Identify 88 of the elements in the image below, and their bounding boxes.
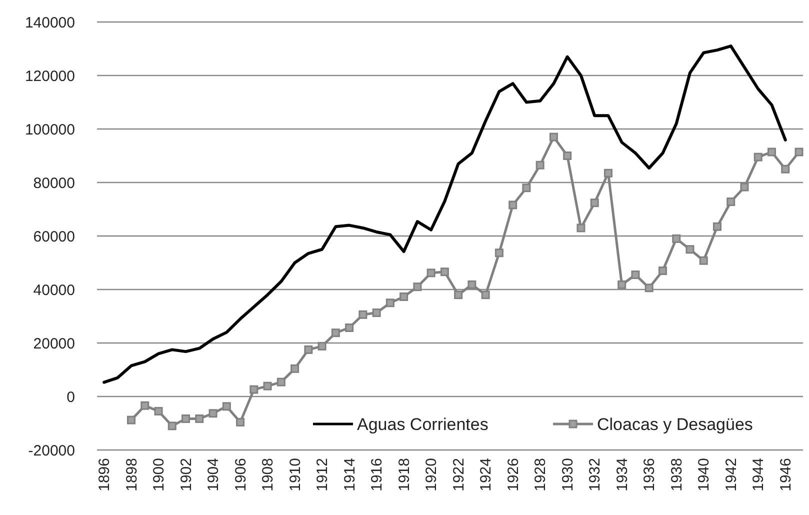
point bbox=[508, 200, 518, 210]
point bbox=[712, 222, 722, 231]
point bbox=[658, 266, 667, 276]
x-tick-label: 1926 bbox=[504, 458, 522, 492]
x-tick-label: 1910 bbox=[286, 458, 304, 492]
x-tick-label: 1902 bbox=[178, 458, 195, 492]
point bbox=[413, 282, 422, 292]
point bbox=[426, 268, 436, 278]
x-tick-label: 1900 bbox=[150, 458, 168, 492]
legend-label: Cloacas y Desagües bbox=[597, 414, 753, 434]
point bbox=[699, 256, 708, 265]
y-tick-label: -20000 bbox=[28, 442, 75, 460]
point bbox=[372, 308, 381, 318]
line-series bbox=[102, 44, 787, 384]
legend-label: Aguas Corrientes bbox=[357, 414, 488, 434]
x-tick-label: 1916 bbox=[368, 458, 386, 492]
x-tick-label: 1918 bbox=[396, 458, 413, 492]
point bbox=[726, 198, 736, 206]
x-tick-label: 1906 bbox=[232, 458, 250, 492]
point bbox=[168, 422, 176, 430]
x-tick-label: 1936 bbox=[641, 458, 658, 492]
point bbox=[400, 292, 408, 301]
x-tick-label: 1912 bbox=[314, 458, 332, 492]
point bbox=[576, 224, 586, 232]
point bbox=[522, 184, 531, 192]
point bbox=[386, 298, 394, 308]
point bbox=[454, 290, 463, 300]
point bbox=[440, 268, 449, 276]
x-tick-label: 1920 bbox=[423, 458, 440, 492]
y-tick-label: 20000 bbox=[33, 335, 75, 352]
x-tick-label: 1922 bbox=[450, 458, 468, 492]
point bbox=[781, 164, 790, 174]
point bbox=[618, 280, 626, 289]
y-tick-label: 140000 bbox=[24, 14, 75, 32]
point bbox=[127, 416, 136, 424]
x-tick-label: 1944 bbox=[750, 458, 768, 492]
point bbox=[494, 248, 504, 258]
x-tick-label: 1946 bbox=[777, 458, 794, 492]
y-tick-label: 0 bbox=[66, 388, 75, 406]
point bbox=[304, 345, 313, 354]
point bbox=[549, 132, 558, 142]
point bbox=[331, 328, 340, 338]
x-tick-label: 1940 bbox=[696, 458, 713, 492]
y-tick-label: 120000 bbox=[24, 68, 75, 85]
point bbox=[345, 324, 354, 332]
point bbox=[318, 342, 326, 350]
x-tick-label: 1928 bbox=[532, 458, 550, 492]
x-tick-label: 1914 bbox=[341, 458, 358, 492]
y-tick-label: 100000 bbox=[24, 121, 75, 138]
x-tick-label: 1904 bbox=[205, 458, 222, 492]
point bbox=[740, 182, 749, 192]
x-tick-label: 1924 bbox=[478, 458, 495, 492]
x-tick-label: 1896 bbox=[96, 458, 113, 492]
point bbox=[182, 414, 190, 423]
point bbox=[290, 364, 300, 373]
point bbox=[236, 418, 245, 426]
y-tick-label: 40000 bbox=[33, 282, 75, 299]
point bbox=[140, 401, 150, 410]
x-tick-label: 1938 bbox=[668, 458, 686, 492]
point bbox=[195, 414, 204, 423]
point bbox=[754, 152, 762, 162]
point bbox=[481, 290, 490, 300]
point bbox=[590, 198, 599, 208]
point bbox=[563, 152, 572, 160]
point bbox=[686, 245, 694, 254]
y-tick-label: 80000 bbox=[33, 174, 75, 192]
y-tick-label: 60000 bbox=[33, 228, 75, 246]
point bbox=[358, 310, 368, 319]
point bbox=[672, 234, 681, 243]
point bbox=[222, 402, 231, 411]
point bbox=[468, 280, 476, 289]
x-tick-label: 1934 bbox=[614, 458, 631, 492]
point bbox=[644, 284, 654, 292]
x-tick-label: 1908 bbox=[260, 458, 277, 492]
x-tick-label: 1932 bbox=[586, 458, 604, 492]
point bbox=[208, 409, 218, 418]
point bbox=[250, 385, 258, 394]
point bbox=[263, 382, 272, 390]
point bbox=[767, 148, 776, 156]
point bbox=[276, 378, 286, 386]
x-tick-label: 1930 bbox=[559, 458, 576, 492]
point bbox=[794, 148, 804, 156]
x-tick-label: 1942 bbox=[722, 458, 740, 492]
point bbox=[631, 270, 640, 280]
point bbox=[604, 168, 612, 178]
x-tick-label: 1898 bbox=[123, 458, 140, 492]
point bbox=[536, 160, 544, 170]
point bbox=[154, 406, 163, 416]
